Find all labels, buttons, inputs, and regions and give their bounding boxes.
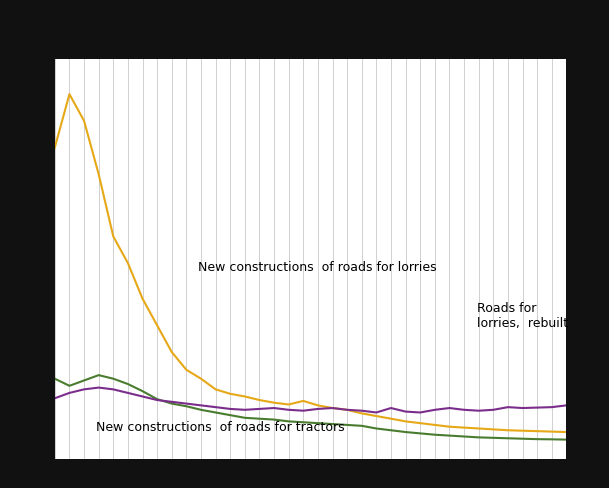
Text: New constructions  of roads for lorries: New constructions of roads for lorries [198,261,437,274]
Text: Roads for
lorries,  rebuilt: Roads for lorries, rebuilt [477,302,568,330]
Text: New constructions  of roads for tractors: New constructions of roads for tractors [96,421,344,434]
